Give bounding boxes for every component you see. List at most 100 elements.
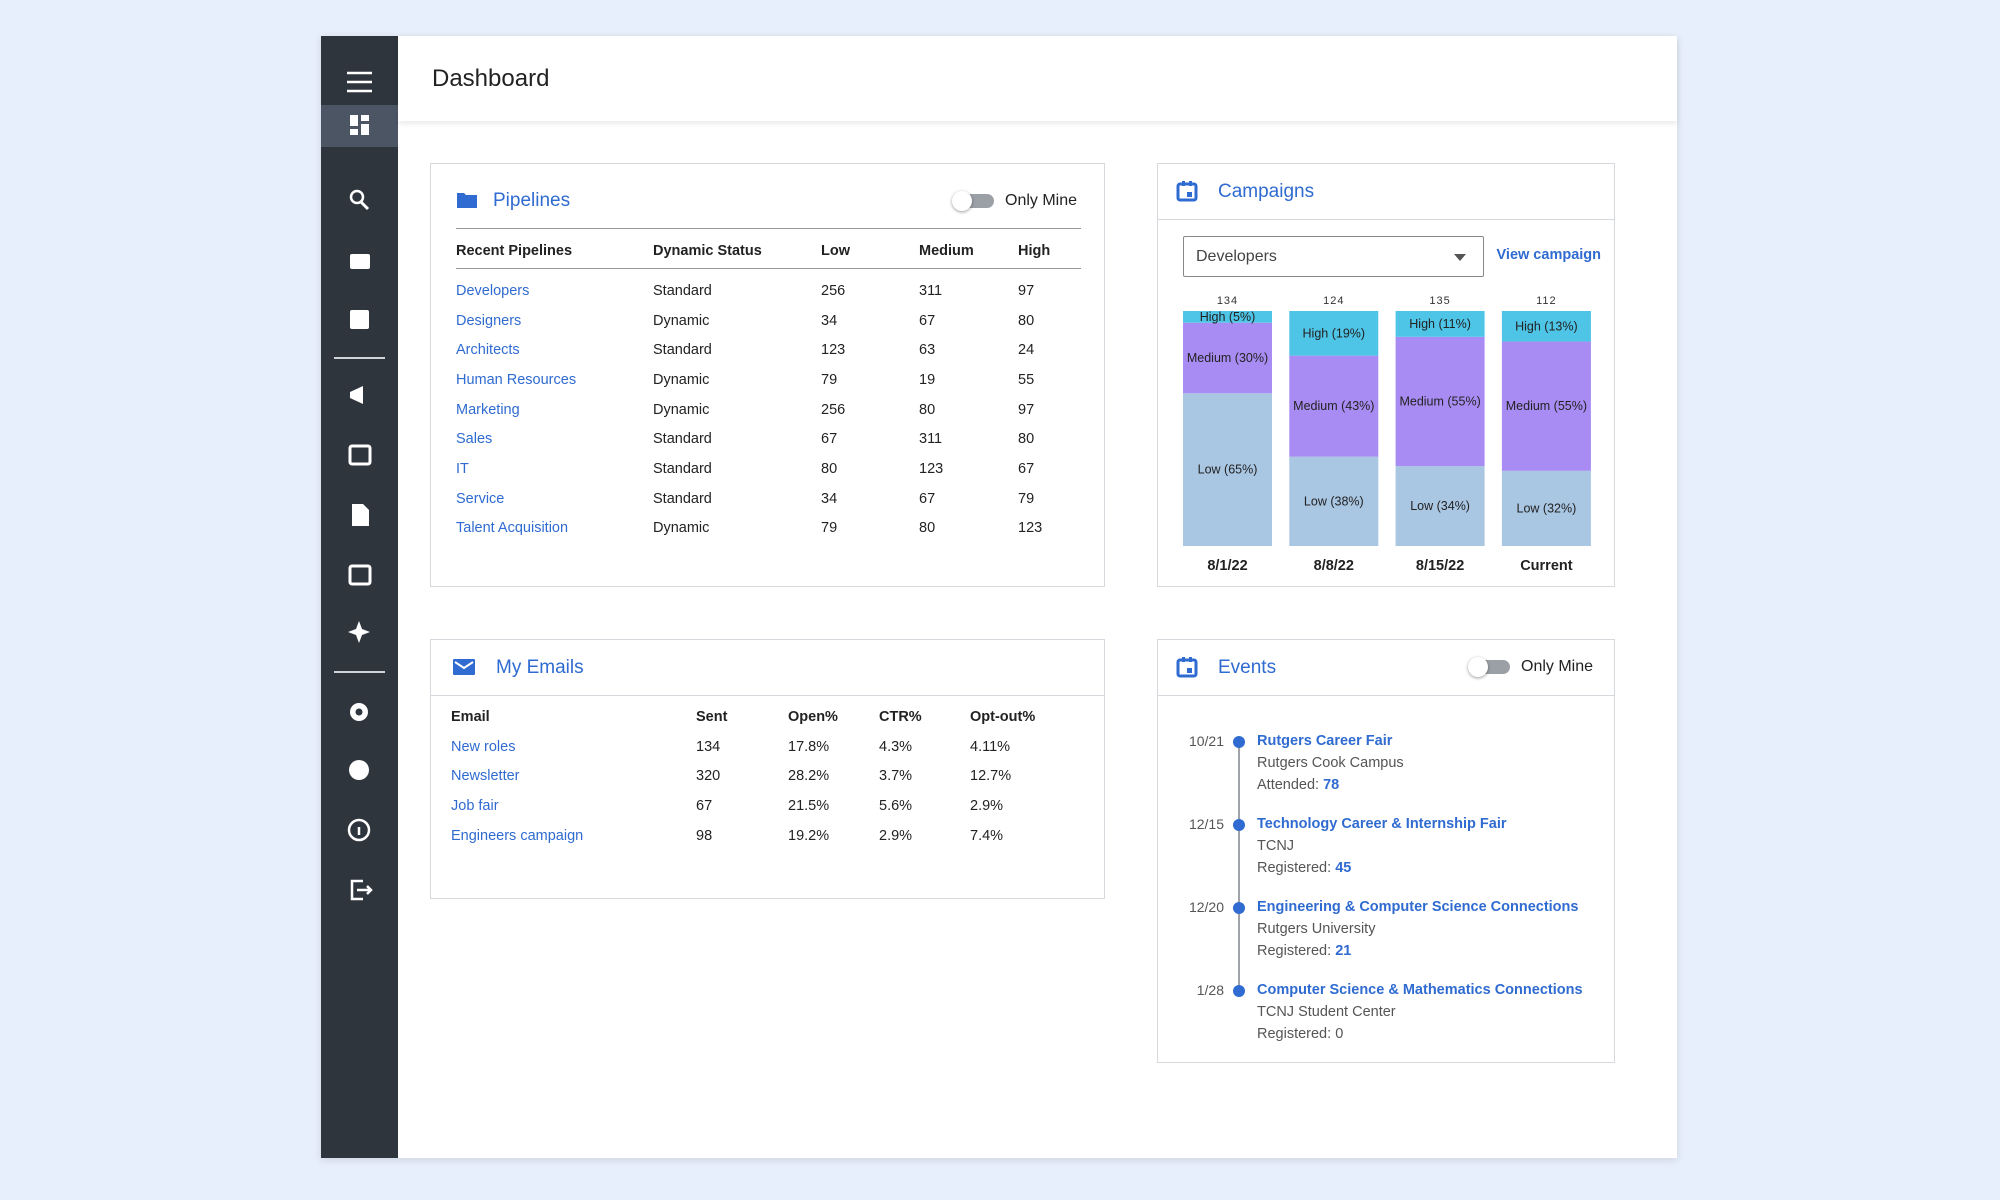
cell: 67 [919, 312, 936, 329]
row-link[interactable]: Architects [456, 342, 520, 359]
events-card: Events Only Mine 10/21 Rutgers Career Fai… [1157, 639, 1615, 1063]
timeline-dot [1233, 736, 1245, 748]
row-link[interactable]: IT [456, 460, 469, 477]
row-link[interactable]: Developers [456, 282, 530, 299]
bar-total: 134 [1217, 295, 1238, 307]
table-row: Newsletter 320 28.2% 3.7% 12.7% [451, 761, 1071, 791]
cell: 19.2% [788, 827, 830, 844]
top-bar: Dashboard [398, 36, 1677, 121]
row-link[interactable]: Human Resources [456, 371, 577, 388]
row-link[interactable]: Job fair [451, 797, 499, 814]
cell: 7.4% [970, 827, 1004, 844]
cell: 80 [821, 460, 838, 477]
bar-segment [1501, 311, 1591, 342]
cell: 24 [1018, 342, 1035, 359]
toggle-label: Only Mine [1521, 658, 1594, 675]
bar-segment [1395, 336, 1485, 467]
cell: 67 [1018, 460, 1035, 477]
cell: 256 [821, 401, 846, 418]
table-row: Marketing Dynamic 256 80 97 [456, 395, 1081, 425]
timeline-dot [1233, 902, 1245, 914]
timeline-dot [1233, 819, 1245, 831]
stat-label: Registered: [1257, 943, 1332, 959]
cell: 63 [919, 342, 936, 359]
table-row: Developers Standard 256 311 97 [456, 276, 1081, 306]
cell: Standard [653, 342, 712, 359]
pipelines-table: Recent Pipelines Dynamic Status Low Medium H… [456, 234, 1081, 543]
campaign-select[interactable]: Developers [1183, 236, 1484, 277]
cell: Standard [653, 490, 712, 507]
bar-total: 112 [1536, 295, 1557, 307]
row-link[interactable]: New roles [451, 738, 516, 755]
pipelines-card: Pipelines Only Mine Recent Pipelines Dyna… [430, 163, 1105, 587]
bar-segment [1183, 322, 1272, 394]
row-link[interactable]: Talent Acquisition [456, 520, 569, 537]
timeline-line [1238, 909, 1240, 992]
cell: 311 [919, 431, 943, 448]
event-title[interactable]: Engineering & Computer Science Connectio… [1257, 899, 1579, 915]
segment-label: Low (32%) [1517, 501, 1577, 515]
table-row: New roles 134 17.8% 4.3% 4.11% [451, 732, 1071, 762]
cell: 79 [821, 520, 838, 537]
stat-label: Registered: [1257, 860, 1332, 876]
event-location: Rutgers University [1257, 921, 1376, 937]
cell: 17.8% [788, 738, 830, 755]
column-header: Dynamic Status [653, 243, 762, 259]
campaigns-card: Campaigns Developers View campaign Low (… [1157, 163, 1615, 587]
cell: 311 [919, 282, 943, 299]
cell: 134 [696, 738, 721, 755]
cell: 2.9% [970, 797, 1004, 814]
cell: 67 [821, 431, 838, 448]
cell: 80 [919, 401, 936, 418]
row-link[interactable]: Service [456, 490, 505, 507]
view-campaign-link[interactable]: View campaign [1496, 247, 1602, 263]
segment-label: High (19%) [1303, 326, 1366, 340]
folder-icon [457, 193, 477, 208]
cell: 256 [821, 282, 846, 299]
card-title: Events [1218, 657, 1277, 678]
campaign-chart: Low (65%) Medium (30%) High (5%) 134 8/1/22 L… [1183, 295, 1591, 574]
event-stat: Registered: 21 [1257, 943, 1351, 959]
sidebar [321, 36, 398, 1158]
row-link[interactable]: Sales [456, 431, 493, 448]
cell: 2.9% [879, 827, 913, 844]
event-title[interactable]: Computer Science & Mathematics Connectio… [1257, 982, 1583, 998]
row-link[interactable]: Marketing [456, 401, 520, 418]
header-row: Email Sent Open% CTR% Opt-out% [451, 702, 1071, 732]
event-date: 12/20 [1188, 899, 1224, 915]
cell: Standard [653, 282, 712, 299]
table-row: Talent Acquisition Dynamic 79 80 123 [456, 514, 1081, 544]
cell: Dynamic [653, 401, 710, 418]
emails-table: Email Sent Open% CTR% Opt-out% New roles 134 17… [451, 702, 1071, 850]
bar-segment [1501, 470, 1591, 546]
toggle[interactable] [1468, 657, 1510, 677]
cell: 34 [821, 490, 838, 507]
row-link[interactable]: Designers [456, 312, 522, 329]
bar-segment [1183, 393, 1272, 546]
timeline-line [1238, 826, 1240, 909]
event-stat: Registered: 0 [1257, 1026, 1343, 1042]
row-link[interactable]: Engineers campaign [451, 827, 584, 844]
event-location: TCNJ Student Center [1257, 1004, 1396, 1020]
cell: 28.2% [788, 768, 830, 785]
event-title[interactable]: Rutgers Career Fair [1257, 733, 1393, 749]
select-value: Developers [1196, 248, 1277, 265]
cell: 34 [821, 312, 838, 329]
bar-total: 124 [1323, 295, 1344, 307]
cell: 19 [919, 371, 936, 388]
cell: 97 [1018, 401, 1035, 418]
x-tick-label: 8/1/22 [1207, 558, 1247, 574]
segment-label: Medium (30%) [1187, 351, 1268, 365]
toggle[interactable] [952, 191, 994, 211]
event-stat: Registered: 45 [1257, 860, 1351, 876]
row-link[interactable]: Newsletter [451, 768, 520, 785]
segment-label: Medium (43%) [1293, 399, 1374, 413]
event-title[interactable]: Technology Career & Internship Fair [1257, 816, 1507, 832]
event-date: 12/15 [1188, 816, 1224, 832]
card-title: Campaigns [1218, 181, 1315, 202]
column-header: Low [821, 243, 850, 259]
segment-label: High (11%) [1409, 317, 1471, 331]
card-title: My Emails [496, 657, 584, 678]
cell: Dynamic [653, 520, 710, 537]
